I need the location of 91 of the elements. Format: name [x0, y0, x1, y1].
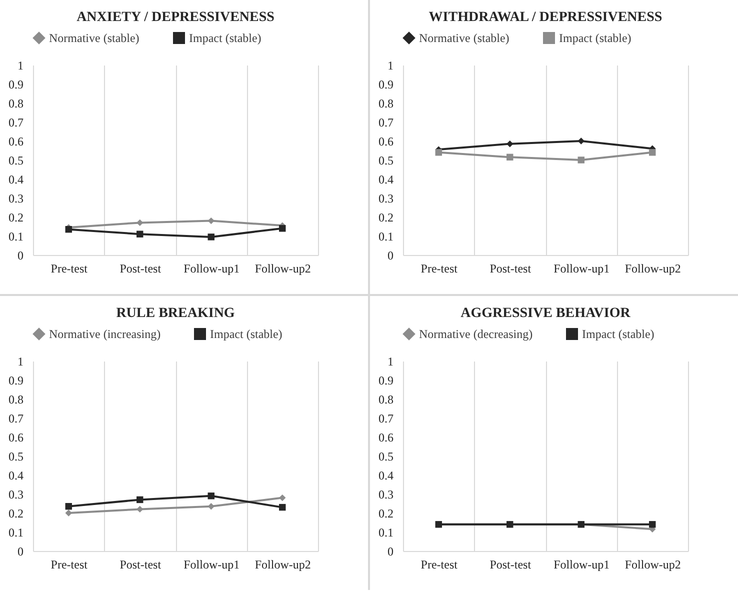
point: [208, 502, 214, 510]
x-tick-label: Follow-up1: [184, 558, 240, 572]
point: [136, 506, 144, 513]
y-tick-label: 0.5: [8, 450, 24, 464]
x-tick-label: Pre-test: [50, 262, 88, 276]
point: [208, 217, 214, 224]
x-tick-label: Pre-test: [420, 558, 458, 572]
point: [279, 504, 286, 511]
x-tick-label: Follow-up1: [184, 262, 240, 276]
y-tick-label: 0.4: [378, 172, 394, 186]
x-tick-label: Pre-test: [420, 262, 458, 276]
y-tick-label: 0: [18, 544, 24, 558]
y-tick-label: 0.4: [8, 468, 24, 482]
y-tick-label: 0.8: [378, 96, 394, 110]
chart-title: AGGRESSIVE BEHAVIOR: [460, 306, 632, 321]
point: [506, 140, 514, 148]
y-tick-label: 0.8: [8, 392, 24, 406]
y-tick-label: 0.7: [8, 116, 24, 130]
x-tick-label: Post-test: [120, 262, 162, 276]
point: [578, 138, 584, 144]
y-tick-label: 0.5: [378, 450, 394, 464]
point: [279, 494, 286, 502]
y-tick-label: 0.1: [378, 526, 394, 540]
y-tick-label: 1: [388, 354, 394, 368]
y-tick-label: 0: [18, 248, 24, 262]
x-tick-label: Post-test: [120, 558, 162, 572]
point: [506, 154, 514, 161]
y-tick-label: 1: [18, 354, 24, 368]
y-tick-label: 1: [18, 58, 24, 72]
x-tick-label: Follow-up2: [624, 262, 681, 276]
y-tick-label: 0.5: [8, 154, 24, 168]
y-tick-label: 0.2: [378, 506, 394, 520]
point: [435, 149, 442, 156]
y-tick-label: 0.4: [8, 172, 24, 186]
x-tick-label: Follow-up2: [624, 558, 681, 572]
y-tick-label: 0.5: [378, 154, 394, 168]
chart-title: ANXIETY / DEPRESSIVENESS: [76, 10, 275, 25]
x-tick-label: Follow-up1: [554, 262, 610, 276]
x-tick-label: Follow-up2: [254, 558, 311, 572]
y-tick-label: 0.4: [378, 468, 394, 482]
y-tick-label: 0.3: [8, 488, 24, 502]
y-tick-label: 0: [388, 544, 394, 558]
y-tick-label: 0.6: [378, 430, 394, 444]
y-tick-label: 0.2: [8, 506, 24, 520]
point: [208, 234, 214, 240]
point: [65, 510, 72, 516]
y-tick-label: 0.1: [8, 230, 24, 244]
y-tick-label: 0.8: [8, 96, 24, 110]
point: [136, 219, 144, 226]
legend-label: Normative (decreasing): [419, 327, 533, 341]
y-tick-label: 0.9: [378, 78, 394, 92]
y-tick-label: 1: [388, 58, 394, 72]
point: [136, 496, 144, 504]
y-tick-label: 0.6: [8, 134, 24, 148]
y-tick-label: 0.9: [8, 374, 24, 388]
point: [578, 156, 584, 164]
point: [65, 502, 72, 510]
legend-label: Normative (stable): [49, 31, 140, 45]
x-tick-label: Post-test: [490, 558, 532, 572]
y-tick-label: 0.9: [378, 374, 394, 388]
legend-label: Impact (stable): [189, 31, 262, 45]
legend-label: Impact (stable): [559, 31, 632, 45]
legend-label: Impact (stable): [582, 327, 654, 341]
y-tick-label: 0.3: [378, 192, 394, 206]
y-tick-label: 0: [388, 248, 394, 262]
point: [208, 492, 214, 500]
chart-title: RULE BREAKING: [116, 306, 235, 321]
y-tick-label: 0.7: [378, 412, 394, 426]
y-tick-label: 0.3: [378, 488, 394, 502]
y-tick-label: 0.7: [8, 412, 24, 426]
chart-title: WITHDRAWAL / DEPRESSIVENESS: [428, 10, 662, 25]
y-tick-label: 0.6: [378, 134, 394, 148]
x-tick-label: Pre-test: [50, 558, 88, 572]
legend-label: Normative (stable): [419, 31, 510, 45]
y-tick-label: 0.2: [378, 210, 394, 224]
x-tick-label: Follow-up2: [254, 262, 311, 276]
legend-label: Impact (stable): [210, 327, 282, 341]
y-tick-label: 0.2: [8, 210, 24, 224]
y-tick-label: 0.8: [378, 392, 394, 406]
y-tick-label: 0.6: [8, 430, 24, 444]
point: [279, 225, 286, 232]
legend-label: Normative (increasing): [49, 327, 161, 341]
point: [649, 149, 656, 156]
y-tick-label: 0.7: [378, 116, 394, 130]
point: [136, 230, 144, 238]
x-tick-label: Post-test: [490, 262, 532, 276]
y-tick-label: 0.1: [378, 230, 394, 244]
y-tick-label: 0.3: [8, 192, 24, 206]
y-tick-label: 0.1: [8, 526, 24, 540]
x-tick-label: Follow-up1: [554, 558, 610, 572]
y-tick-label: 0.9: [8, 78, 24, 92]
